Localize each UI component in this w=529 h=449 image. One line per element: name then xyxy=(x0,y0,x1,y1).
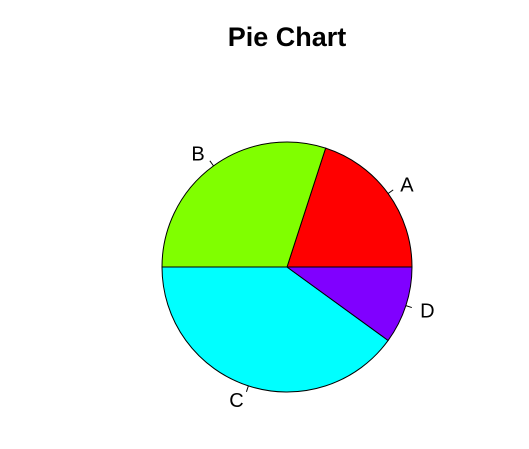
label-ticks xyxy=(209,160,412,392)
slice-label-a: A xyxy=(400,175,414,197)
slice-label-b: B xyxy=(191,144,204,166)
pie-slices xyxy=(161,141,413,393)
label-tick-a xyxy=(387,189,394,194)
chart-title: Pie Chart xyxy=(227,22,347,52)
pie-slice-a xyxy=(286,147,413,268)
pie-slice-c xyxy=(161,266,389,393)
label-tick-c xyxy=(245,385,249,392)
pie-slice-d xyxy=(285,266,413,342)
label-tick-d xyxy=(405,305,412,309)
slice-labels: A B C D xyxy=(191,144,434,412)
slice-label-c: C xyxy=(229,390,243,412)
label-tick-b xyxy=(209,160,214,167)
slice-label-d: D xyxy=(420,300,434,322)
pie-slice-b xyxy=(161,141,327,268)
